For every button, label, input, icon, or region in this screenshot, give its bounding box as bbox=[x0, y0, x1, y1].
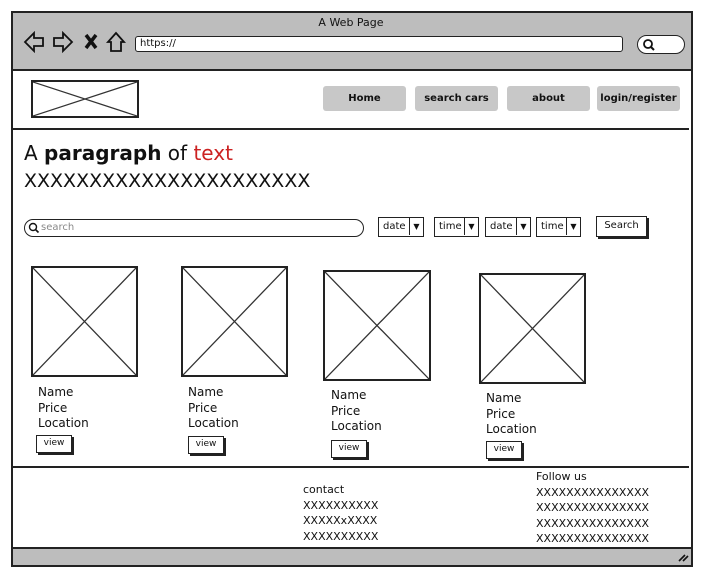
nav-home[interactable]: Home bbox=[323, 86, 406, 111]
time-select[interactable]: time ▼ bbox=[536, 217, 581, 237]
card-price: Price bbox=[188, 400, 218, 415]
chevron-down-icon: ▼ bbox=[409, 218, 423, 235]
card-info: Name Price Location bbox=[38, 385, 89, 432]
view-button[interactable]: view bbox=[486, 441, 522, 459]
image-placeholder-icon bbox=[32, 81, 138, 117]
browser-nav-icons bbox=[23, 31, 127, 53]
card-name: Name bbox=[486, 391, 522, 405]
stop-icon[interactable] bbox=[84, 33, 98, 50]
card-price: Price bbox=[331, 403, 361, 418]
view-button[interactable]: view bbox=[331, 440, 367, 458]
url-bar[interactable]: https:// bbox=[135, 36, 623, 52]
search-button[interactable]: Search bbox=[596, 216, 647, 237]
card-name: Name bbox=[38, 385, 74, 399]
home-icon[interactable] bbox=[105, 31, 127, 52]
search-icon bbox=[643, 39, 655, 51]
select-value: time bbox=[439, 221, 462, 232]
footer-divider bbox=[13, 466, 689, 468]
follow-title: Follow us bbox=[536, 470, 587, 483]
card-location: Location bbox=[331, 419, 382, 433]
image-placeholder-icon bbox=[325, 272, 429, 379]
footer-contact: contact XXXXXXXXXX XXXXXxXXXX XXXXXXXXXX bbox=[303, 482, 378, 544]
card-location: Location bbox=[486, 422, 537, 436]
header-divider bbox=[13, 128, 689, 130]
page-heading: A paragraph of text bbox=[24, 141, 233, 165]
date-select[interactable]: date ▼ bbox=[378, 217, 424, 237]
view-button[interactable]: view bbox=[36, 435, 72, 453]
heading-part: A bbox=[24, 141, 45, 165]
chevron-down-icon: ▼ bbox=[516, 218, 530, 235]
card-image bbox=[479, 273, 586, 384]
follow-line: XXXXXXXXXXXXXXX bbox=[536, 516, 650, 530]
footer-follow: Follow us XXXXXXXXXXXXXXX XXXXXXXXXXXXXX… bbox=[536, 469, 649, 547]
nav-about[interactable]: about bbox=[507, 86, 590, 111]
browser-search-field[interactable] bbox=[637, 35, 685, 54]
follow-line: XXXXXXXXXXXXXXX bbox=[536, 501, 650, 514]
card-image bbox=[323, 270, 431, 381]
follow-line: XXXXXXXXXXXXXXX bbox=[536, 485, 650, 499]
card-location: Location bbox=[38, 416, 89, 430]
logo-placeholder bbox=[31, 80, 139, 118]
select-value: time bbox=[541, 221, 564, 232]
contact-line: XXXXXXXXXX bbox=[303, 529, 379, 543]
placeholder-text: XXXXXXXXXXXXXXXXXXXXXX bbox=[24, 170, 311, 192]
image-placeholder-icon bbox=[183, 268, 286, 375]
resize-grip-icon[interactable] bbox=[677, 552, 689, 562]
back-icon[interactable] bbox=[23, 31, 44, 53]
time-select[interactable]: time ▼ bbox=[434, 217, 479, 237]
heading-accent: text bbox=[193, 141, 233, 165]
heading-bold: paragraph bbox=[44, 141, 162, 165]
date-select[interactable]: date ▼ bbox=[485, 217, 531, 237]
follow-line: XXXXXXXXXXXXXXX bbox=[536, 532, 650, 545]
card-name: Name bbox=[188, 385, 224, 399]
card-image bbox=[31, 266, 138, 377]
chevron-down-icon: ▼ bbox=[464, 218, 478, 235]
window-title: A Web Page bbox=[318, 16, 384, 29]
image-placeholder-icon bbox=[481, 275, 584, 382]
select-value: date bbox=[383, 221, 406, 232]
contact-line: XXXXXXXXXX bbox=[303, 498, 379, 512]
card-location: Location bbox=[188, 416, 239, 430]
view-button[interactable]: view bbox=[188, 436, 224, 454]
nav-search-cars[interactable]: search cars bbox=[415, 86, 498, 111]
search-input[interactable]: search bbox=[24, 219, 364, 237]
card-info: Name Price Location bbox=[331, 388, 382, 435]
contact-line: XXXXXxXXXX bbox=[303, 514, 378, 527]
card-price: Price bbox=[486, 406, 516, 421]
status-bar bbox=[13, 547, 691, 565]
heading-part: of bbox=[161, 141, 194, 165]
select-value: date bbox=[490, 221, 513, 232]
search-icon bbox=[28, 222, 40, 234]
card-info: Name Price Location bbox=[486, 391, 537, 438]
card-info: Name Price Location bbox=[188, 385, 239, 432]
card-name: Name bbox=[331, 388, 367, 402]
search-placeholder: search bbox=[41, 222, 75, 233]
nav-login-register[interactable]: login/register bbox=[597, 86, 680, 111]
toolbar-divider bbox=[13, 69, 691, 71]
card-image bbox=[181, 266, 288, 377]
forward-icon[interactable] bbox=[53, 31, 74, 53]
card-price: Price bbox=[38, 400, 68, 415]
contact-title: contact bbox=[303, 483, 345, 496]
image-placeholder-icon bbox=[33, 268, 136, 375]
chevron-down-icon: ▼ bbox=[566, 218, 580, 235]
